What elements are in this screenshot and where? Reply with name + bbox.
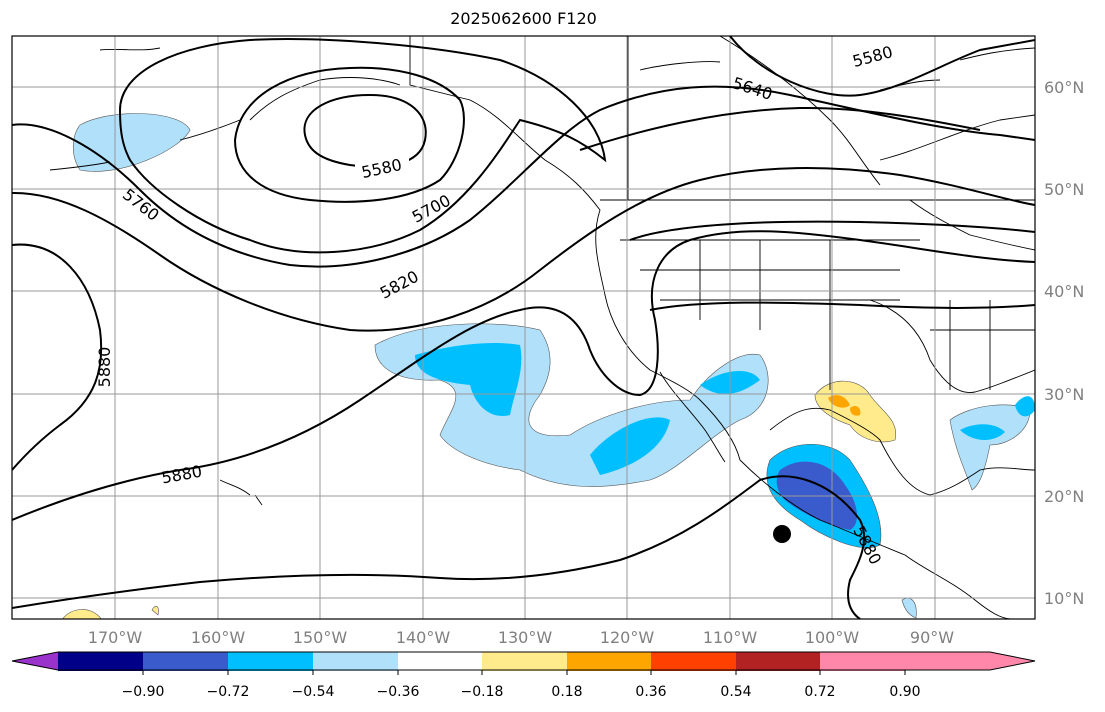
colorbar-tick-label: −0.54	[292, 684, 335, 700]
colorbar-tick-label: 0.36	[635, 684, 666, 700]
colorbar-swatch	[567, 652, 651, 671]
lon-label: 160°W	[191, 628, 246, 647]
latitude-labels: 60°N 50°N 40°N 30°N 20°N 10°N	[1044, 78, 1084, 608]
colorbar-tick-label: −0.36	[377, 684, 420, 700]
colorbar-swatch	[651, 652, 736, 671]
colorbar-swatch	[736, 652, 820, 671]
lon-label: 110°W	[703, 628, 758, 647]
colorbar-swatch	[58, 652, 143, 671]
graticule	[12, 36, 1035, 619]
colorbar: −0.90 −0.72 −0.54 −0.36 −0.18 0.18 0.36 …	[11, 651, 1036, 700]
lat-label: 40°N	[1044, 282, 1084, 301]
contour-label-5580-east: 5580	[850, 42, 894, 71]
colorbar-extend-low	[12, 652, 58, 670]
colorbar-tick-label: 0.18	[551, 684, 582, 700]
colorbar-swatch	[313, 652, 398, 671]
coastline-layer	[49, 36, 1035, 619]
lat-label: 60°N	[1044, 78, 1084, 97]
longitude-labels: 170°W 160°W 150°W 140°W 130°W 120°W 110°…	[88, 628, 954, 647]
colorbar-swatch	[143, 652, 228, 671]
lat-label: 30°N	[1044, 385, 1084, 404]
colorbar-swatch	[820, 652, 905, 671]
contour-label-5820: 5820	[377, 267, 422, 303]
location-marker	[773, 525, 791, 543]
contour-label-5700: 5700	[409, 191, 454, 227]
colorbar-swatch	[398, 652, 482, 671]
lon-label: 120°W	[600, 628, 655, 647]
contour-label-5880-south: 5880	[160, 462, 203, 488]
colorbar-tick-label: −0.72	[207, 684, 250, 700]
lat-label: 50°N	[1044, 180, 1084, 199]
lat-label: 20°N	[1044, 487, 1084, 506]
colorbar-swatch	[482, 652, 567, 671]
lon-label: 150°W	[293, 628, 348, 647]
colorbar-tick-label: 0.72	[804, 684, 835, 700]
colorbar-tick-label: −0.90	[122, 684, 165, 700]
colorbar-tick-label: −0.18	[461, 684, 504, 700]
map-title: 2025062600 F120	[450, 9, 597, 28]
colorbar-tick-label: 0.54	[720, 684, 751, 700]
contour-label-5640: 5640	[730, 73, 775, 104]
contour-label-5880-west: 5880	[95, 347, 114, 388]
colorbar-swatch	[228, 652, 313, 671]
lon-label: 170°W	[88, 628, 143, 647]
contour-layer	[12, 36, 1035, 619]
lon-label: 100°W	[805, 628, 860, 647]
lat-label: 10°N	[1044, 589, 1084, 608]
lon-label: 140°W	[396, 628, 451, 647]
lon-label: 130°W	[498, 628, 553, 647]
lon-label: 90°W	[910, 628, 954, 647]
colorbar-tick-label: 0.90	[889, 684, 920, 700]
map-frame	[11, 35, 1036, 620]
